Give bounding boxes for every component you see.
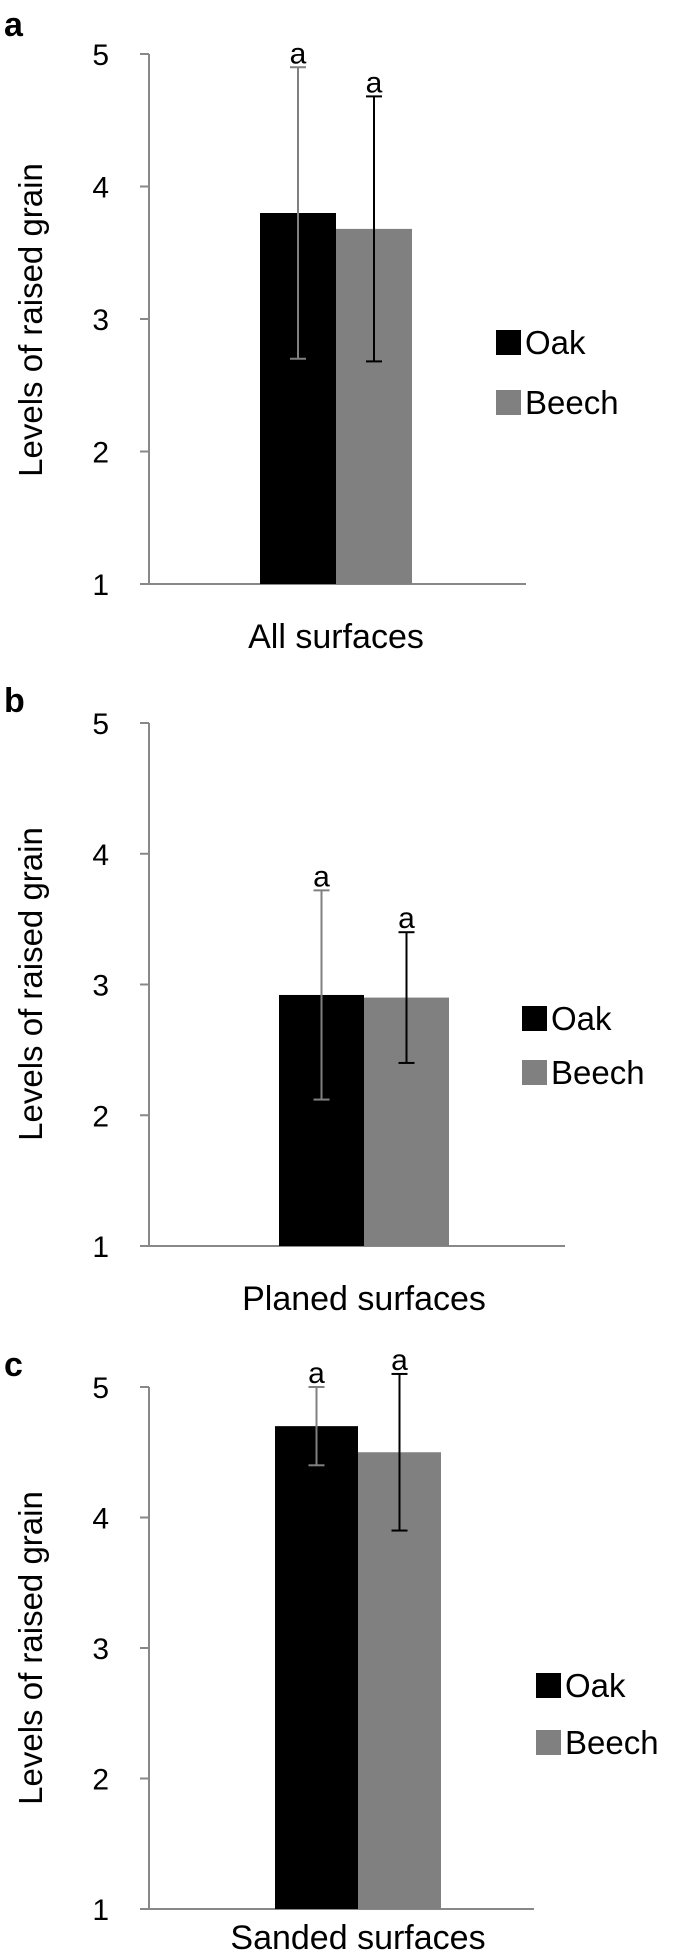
panel-a-legend-label-oak: Oak <box>525 324 586 361</box>
panel-c-legend-label-beech: Beech <box>565 1724 659 1761</box>
panel-a-category-label: All surfaces <box>248 618 424 656</box>
panel-c-legend-swatch-beech <box>536 1730 561 1755</box>
panel-c-label: c <box>4 1346 23 1384</box>
panel-b-y-tick-label: 2 <box>92 1100 109 1133</box>
panel-a-y-tick-label: 3 <box>92 304 109 337</box>
panel-a-y-tick-label: 5 <box>92 39 109 72</box>
panel-a-sig-label-beech: a <box>366 66 383 99</box>
panel-b-sig-label-beech: a <box>398 902 415 935</box>
panel-a-legend-label-beech: Beech <box>525 384 619 421</box>
panel-b-sig-label-oak: a <box>313 860 330 893</box>
panel-a-y-tick-label: 4 <box>92 172 109 205</box>
panel-b-y-tick-label: 4 <box>92 839 109 872</box>
panel-b-legend-swatch-oak <box>522 1006 547 1031</box>
panel-b-y-tick-label: 1 <box>92 1231 109 1264</box>
panel-b-y-tick-label: 3 <box>92 970 109 1003</box>
panel-b-category-label: Planed surfaces <box>242 1280 486 1318</box>
panel-c-y-tick-label: 4 <box>92 1503 109 1536</box>
panel-c-y-axis-title: Levels of raised grain <box>12 1491 49 1805</box>
panel-b-label: b <box>4 682 25 720</box>
panel-c-legend-label-oak: Oak <box>565 1667 626 1704</box>
panel-c-y-tick-label: 2 <box>92 1764 109 1797</box>
panel-a-y-axis-title: Levels of raised grain <box>12 163 49 477</box>
panel-a-y-tick-label: 2 <box>92 437 109 470</box>
panel-c-category-label: Sanded surfaces <box>230 1919 485 1954</box>
panel-c-sig-label-oak: a <box>308 1357 325 1390</box>
panel-a-y-tick-label: 1 <box>92 569 109 602</box>
panel-b-legend-label-oak: Oak <box>551 1000 612 1037</box>
panel-c-legend-swatch-oak <box>536 1673 561 1698</box>
panel-c-y-tick-label: 5 <box>92 1372 109 1405</box>
panel-b-legend-swatch-beech <box>522 1060 547 1085</box>
panel-c-y-tick-label: 1 <box>92 1894 109 1927</box>
panel-a-label: a <box>4 6 24 44</box>
panel-c-y-tick-label: 3 <box>92 1633 109 1666</box>
panel-b-y-tick-label: 5 <box>92 708 109 741</box>
panel-c-bar-oak <box>275 1426 358 1909</box>
panel-c-sig-label-beech: a <box>391 1344 408 1377</box>
panel-b-legend-label-beech: Beech <box>551 1054 645 1091</box>
panel-a-legend-swatch-beech <box>496 390 521 415</box>
panel-b-y-axis-title: Levels of raised grain <box>12 827 49 1141</box>
panel-a-legend-swatch-oak <box>496 330 521 355</box>
panel-a-sig-label-oak: a <box>290 37 307 70</box>
